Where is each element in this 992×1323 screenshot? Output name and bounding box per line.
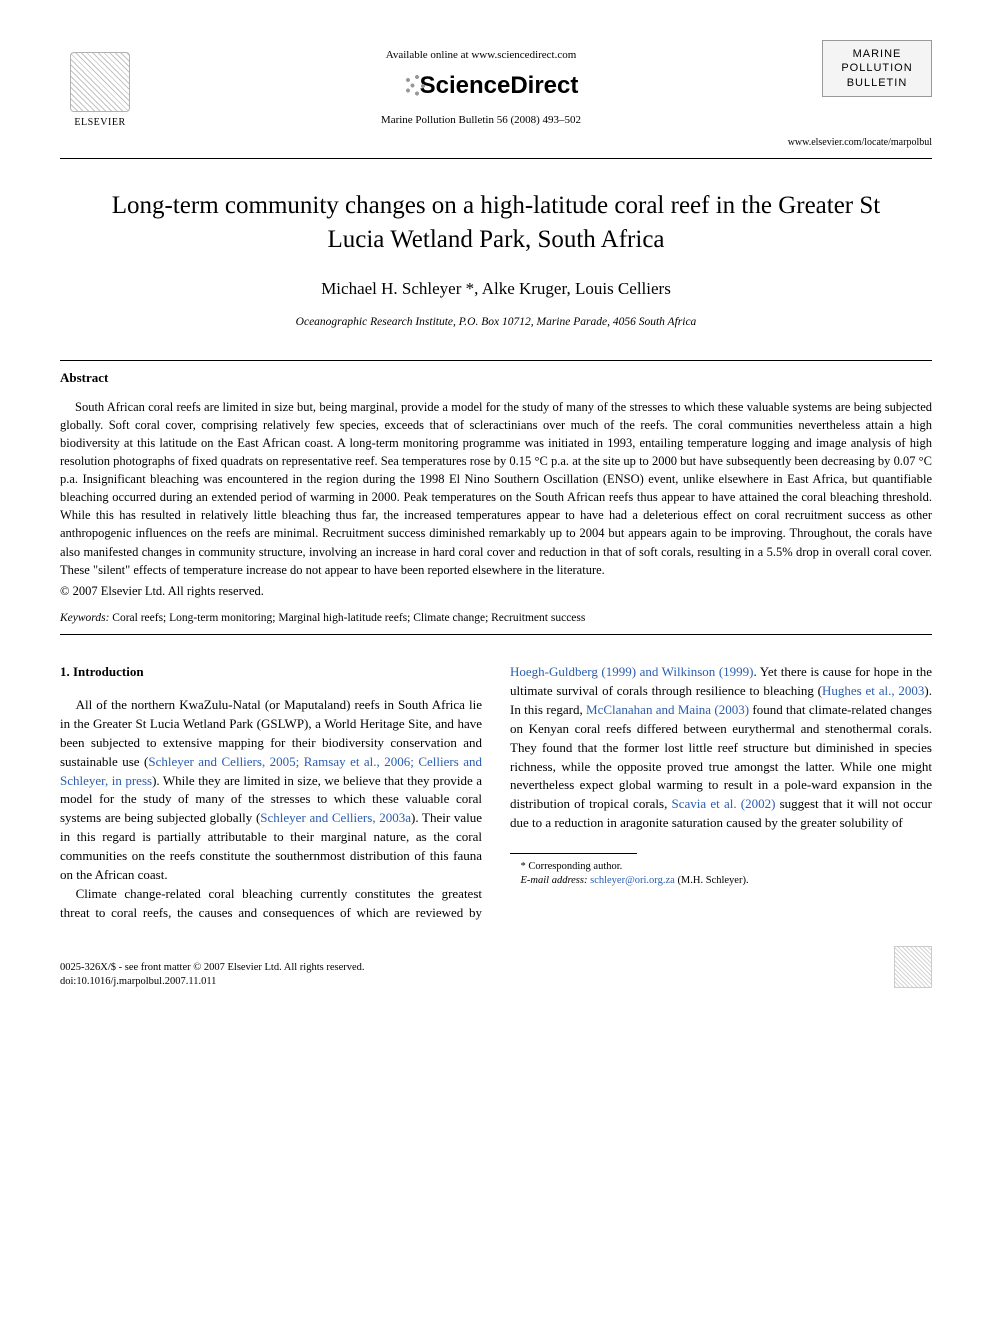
keywords-label: Keywords: [60,612,109,624]
elsevier-tree-icon [70,52,130,112]
article-title: Long-term community changes on a high-la… [100,189,892,257]
abstract-top-rule [60,360,932,361]
journal-logo-line: POLLUTION [827,61,927,75]
journal-header: ELSEVIER Available online at www.science… [60,40,932,130]
keywords-text: Coral reefs; Long-term monitoring; Margi… [109,612,585,624]
text-run: found that climate-related changes on Ke… [510,702,932,811]
journal-cover-logo: MARINE POLLUTION BULLETIN [822,40,932,97]
citation-link[interactable]: Schleyer and Celliers, 2003a [260,810,411,825]
citation-link[interactable]: Scavia et al. (2002) [672,796,776,811]
email-author-name: (M.H. Schleyer). [677,875,748,886]
sciencedirect-logo: ScienceDirect [140,69,822,103]
author-email-link[interactable]: schleyer@ori.org.za [587,875,677,886]
intro-heading: 1. Introduction [60,663,482,682]
email-footnote: E-mail address: schleyer@ori.org.za (M.H… [510,874,932,888]
intro-paragraph-1: All of the northern KwaZulu-Natal (or Ma… [60,696,482,884]
abstract-copyright: © 2007 Elsevier Ltd. All rights reserved… [60,583,932,601]
sciencedirect-text: ScienceDirect [420,69,579,103]
citation-link[interactable]: Hoegh-Guldberg (1999) and Wilkinson (199… [510,664,754,679]
journal-reference: Marine Pollution Bulletin 56 (2008) 493–… [140,113,822,128]
footer-left: 0025-326X/$ - see front matter © 2007 El… [60,961,365,988]
footnote-separator [510,853,637,854]
keywords: Keywords: Coral reefs; Long-term monitor… [60,610,932,626]
page-footer: 0025-326X/$ - see front matter © 2007 El… [60,946,932,988]
journal-logo-line: BULLETIN [827,76,927,90]
header-rule [60,158,932,159]
citation-link[interactable]: Hughes et al., 2003 [822,683,924,698]
citation-link[interactable]: McClanahan and Maina (2003) [586,702,749,717]
corresponding-author-note: * Corresponding author. [510,860,932,874]
journal-cover-box: MARINE POLLUTION BULLETIN [822,40,932,97]
journal-logo-line: MARINE [827,47,927,61]
abstract-bottom-rule [60,634,932,635]
text-run: Climate change-related coral bleaching c… [60,886,482,920]
available-online-text: Available online at www.sciencedirect.co… [140,48,822,63]
abstract-text: South African coral reefs are limited in… [60,398,932,579]
authors: Michael H. Schleyer *, Alke Kruger, Loui… [60,277,932,301]
abstract-heading: Abstract [60,369,932,387]
elsevier-label: ELSEVIER [74,116,125,130]
front-matter-line: 0025-326X/$ - see front matter © 2007 El… [60,961,365,975]
body-columns: 1. Introduction All of the northern KwaZ… [60,663,932,922]
elsevier-logo: ELSEVIER [60,40,140,130]
email-label: E-mail address: [521,875,588,886]
affiliation: Oceanographic Research Institute, P.O. B… [60,314,932,330]
sciencedirect-dots-icon [384,71,414,101]
elsevier-footer-tree-icon [894,946,932,988]
center-header: Available online at www.sciencedirect.co… [140,40,822,128]
journal-url: www.elsevier.com/locate/marpolbul [60,136,932,150]
doi-line: doi:10.1016/j.marpolbul.2007.11.011 [60,975,365,989]
